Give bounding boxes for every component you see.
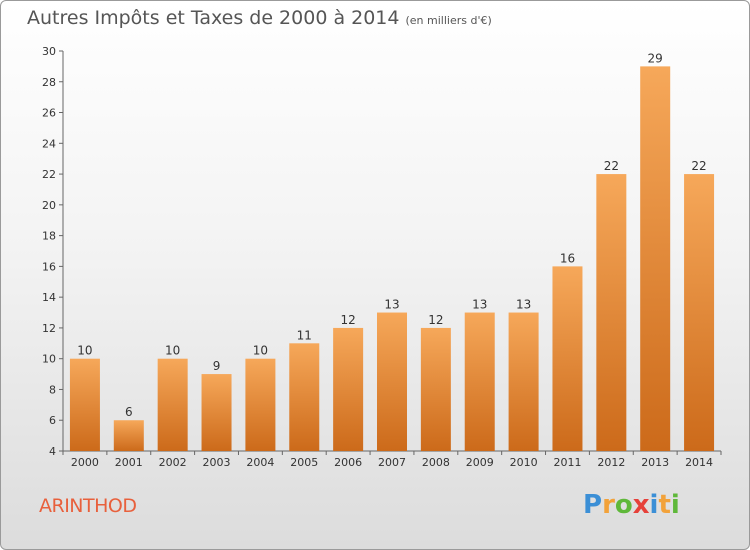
logo-letter: r	[602, 490, 615, 520]
y-tick-label: 28	[42, 76, 56, 89]
y-tick-label: 22	[42, 168, 56, 181]
data-label: 6	[125, 405, 133, 419]
bar	[552, 266, 583, 451]
logo-letter: x	[632, 490, 650, 520]
data-label: 13	[472, 298, 487, 312]
bar	[333, 327, 364, 451]
bar	[113, 420, 144, 451]
data-label: 13	[384, 298, 399, 312]
x-tick-label: 2008	[422, 456, 450, 469]
chart-labels: 2000 10 2001 6 2002 10 2003 9 2004 10 2005 11 2006 12…	[71, 51, 713, 469]
bar	[289, 343, 320, 451]
x-tick-label: 2012	[597, 456, 625, 469]
bar	[157, 358, 188, 451]
data-label: 9	[213, 359, 221, 373]
y-tick-label: 16	[42, 260, 56, 273]
bar	[69, 358, 100, 451]
data-label: 12	[340, 313, 355, 327]
y-tick-label: 30	[42, 45, 56, 58]
data-label: 29	[648, 51, 663, 65]
bar	[201, 374, 232, 451]
logo-letter: P	[583, 490, 603, 520]
x-tick-label: 2007	[378, 456, 406, 469]
x-tick-label: 2014	[685, 456, 713, 469]
x-tick-label: 2000	[71, 456, 99, 469]
bar	[245, 358, 276, 451]
data-label: 10	[165, 344, 180, 358]
data-label: 22	[691, 159, 706, 173]
chart-bars	[69, 66, 715, 452]
y-tick-label: 20	[42, 199, 56, 212]
logo-letter: t	[658, 490, 671, 520]
bar	[464, 312, 495, 451]
y-tick-label: 14	[42, 291, 56, 304]
logo-letter: i	[670, 490, 680, 520]
y-tick-label: 26	[42, 107, 56, 120]
x-tick-label: 2004	[246, 456, 274, 469]
y-tick-label: 8	[49, 383, 56, 396]
bar	[377, 312, 407, 451]
y-tick-label: 18	[42, 230, 56, 243]
chart-title-main: Autres Impôts et Taxes de 2000 à 2014	[27, 7, 400, 29]
proxiti-logo[interactable]: Proxiti	[583, 490, 680, 520]
data-label: 11	[297, 328, 312, 342]
x-tick-label: 2005	[290, 456, 318, 469]
data-label: 22	[604, 159, 619, 173]
x-tick-label: 2011	[553, 456, 581, 469]
data-label: 13	[516, 298, 531, 312]
logo-letter: i	[649, 490, 659, 520]
bar	[684, 174, 715, 452]
x-tick-label: 2006	[334, 456, 362, 469]
bar	[640, 66, 671, 451]
x-tick-label: 2010	[510, 456, 538, 469]
x-tick-label: 2001	[115, 456, 143, 469]
data-label: 10	[253, 344, 268, 358]
data-label: 16	[560, 251, 575, 265]
y-tick-label: 12	[42, 322, 56, 335]
x-tick-label: 2013	[641, 456, 669, 469]
y-tick-label: 10	[42, 353, 56, 366]
bar	[596, 174, 627, 452]
x-tick-label: 2002	[159, 456, 187, 469]
bar	[420, 327, 451, 451]
data-label: 10	[77, 344, 92, 358]
data-label: 12	[428, 313, 443, 327]
commune-name: ARINTHOD	[39, 495, 137, 517]
y-tick-label: 6	[49, 414, 56, 427]
chart-title-unit: (en milliers d'€)	[405, 14, 492, 27]
y-tick-label: 4	[49, 445, 56, 458]
bar	[508, 312, 539, 451]
y-tick-label: 24	[42, 137, 56, 150]
chart-title: Autres Impôts et Taxes de 2000 à 2014 (en…	[27, 7, 492, 29]
x-tick-label: 2009	[466, 456, 494, 469]
x-tick-label: 2003	[203, 456, 231, 469]
logo-letter: o	[614, 490, 633, 520]
